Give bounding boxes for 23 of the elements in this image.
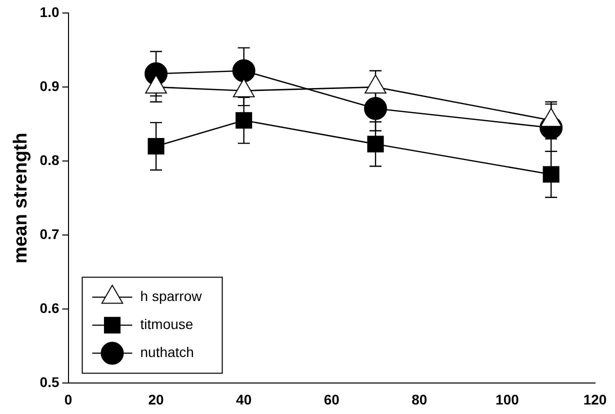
point xyxy=(232,59,256,82)
x-tick-label: 120 xyxy=(583,391,607,408)
x-tick-label: 80 xyxy=(412,391,428,408)
y-tick-label: 0.6 xyxy=(40,300,60,316)
x-tick-label: 40 xyxy=(236,391,252,408)
y-tick-label: 0.7 xyxy=(40,226,60,242)
legend-label: h sparrow xyxy=(140,288,203,304)
x-tick-label: 60 xyxy=(324,391,340,408)
point xyxy=(364,97,388,120)
legend-label: nuthatch xyxy=(140,344,194,360)
y-axis-title: mean strength xyxy=(10,132,32,264)
point xyxy=(236,112,252,129)
y-tick-label: 0.9 xyxy=(40,78,60,94)
y-tick-label: 0.8 xyxy=(40,152,60,168)
point xyxy=(367,136,384,152)
x-tick-label: 20 xyxy=(148,391,164,408)
point xyxy=(542,166,560,183)
y-tick-label: 0.5 xyxy=(40,374,60,390)
x-tick-label: 100 xyxy=(496,391,520,408)
x-tick-label: 0 xyxy=(64,391,72,408)
legend-label: titmouse xyxy=(140,316,194,332)
y-tick-label: 1.0 xyxy=(40,4,60,20)
point xyxy=(148,138,164,155)
